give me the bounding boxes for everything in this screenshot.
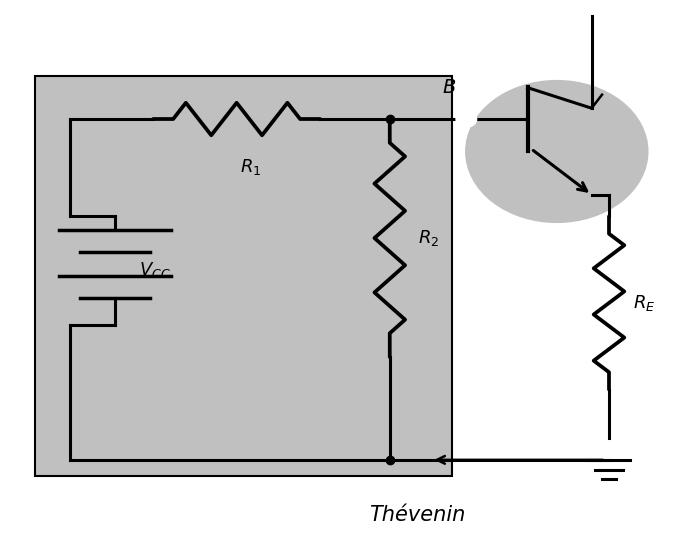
Text: $R_2$: $R_2$	[418, 228, 439, 248]
Text: $B$: $B$	[442, 78, 456, 97]
Text: $R_E$: $R_E$	[633, 293, 656, 313]
Text: $R_1$: $R_1$	[240, 157, 261, 177]
Circle shape	[457, 111, 476, 127]
Text: $V_{CC}$: $V_{CC}$	[139, 261, 171, 280]
Bar	[35, 76, 452, 476]
Text: Thévenin: Thévenin	[370, 505, 466, 525]
Circle shape	[466, 81, 647, 222]
